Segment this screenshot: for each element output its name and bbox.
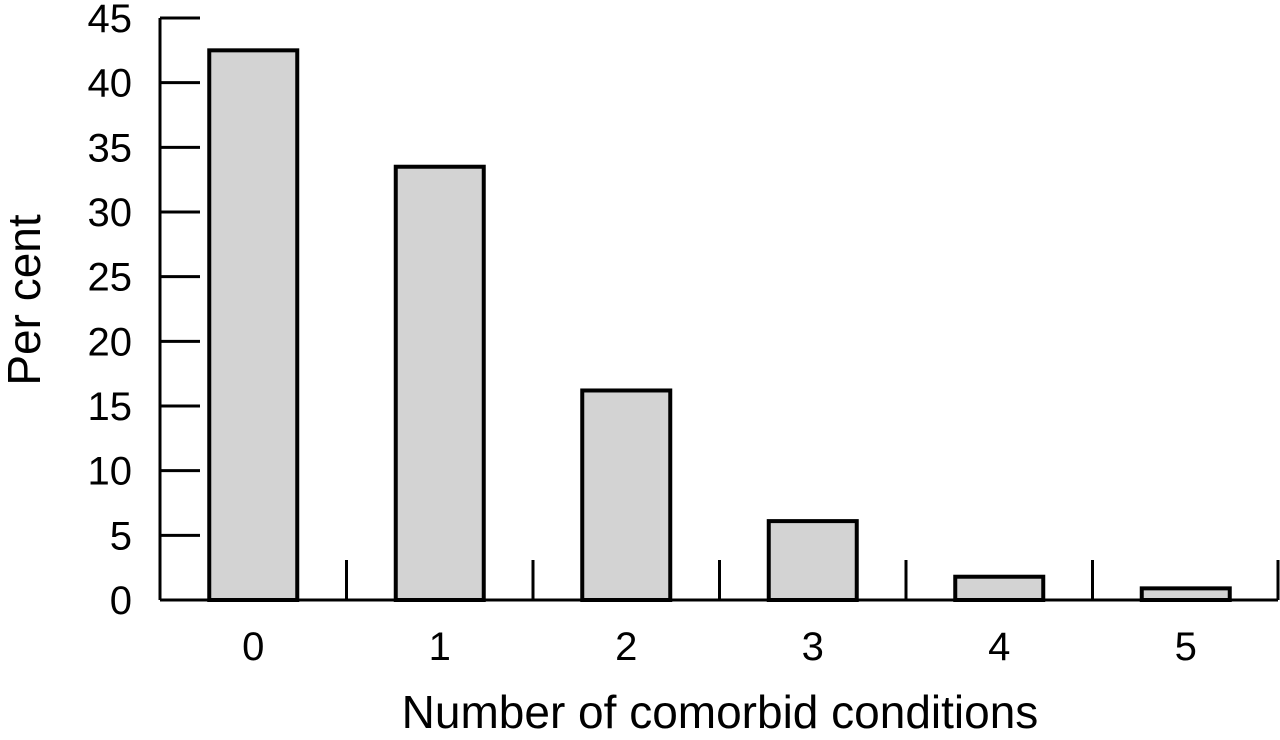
x-tick-label: 2 bbox=[615, 625, 637, 669]
x-tick-label: 0 bbox=[242, 625, 264, 669]
x-axis-title: Number of comorbid conditions bbox=[402, 686, 1039, 738]
y-tick-label: 20 bbox=[88, 320, 133, 364]
x-axis-ticks: 0 1 2 3 4 5 bbox=[242, 560, 1280, 669]
y-tick-label: 5 bbox=[110, 514, 132, 558]
bar-0 bbox=[207, 48, 300, 603]
y-axis-ticks: 0 5 10 15 20 25 30 35 40 45 bbox=[88, 0, 200, 623]
y-tick-label: 40 bbox=[88, 62, 133, 106]
bar-5 bbox=[1139, 586, 1232, 602]
y-tick-label: 45 bbox=[88, 0, 133, 41]
y-tick-label: 10 bbox=[88, 450, 133, 494]
x-tick-label: 4 bbox=[988, 625, 1010, 669]
y-axis-title: Per cent bbox=[0, 214, 50, 386]
y-tick-label: 0 bbox=[110, 579, 132, 623]
y-tick-label: 25 bbox=[88, 256, 133, 300]
bar-4 bbox=[953, 574, 1046, 602]
y-tick-label: 35 bbox=[88, 126, 133, 170]
bar-3 bbox=[766, 519, 859, 603]
x-tick-label: 3 bbox=[802, 625, 824, 669]
y-tick-label: 15 bbox=[88, 385, 133, 429]
bars-group bbox=[207, 48, 1232, 603]
bar-1 bbox=[393, 164, 486, 602]
x-tick-label: 5 bbox=[1175, 625, 1197, 669]
bar-2 bbox=[580, 388, 673, 603]
y-tick-label: 30 bbox=[88, 191, 133, 235]
x-tick-label: 1 bbox=[429, 625, 451, 669]
